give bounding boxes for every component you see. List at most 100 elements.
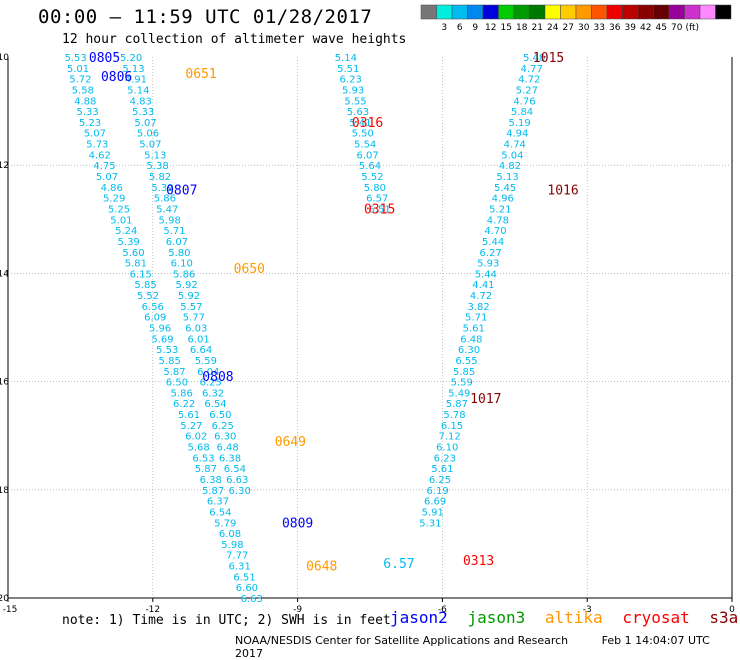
chart-title: 00:00 — 11:59 UTC 01/28/2017: [38, 6, 373, 28]
wave-height-label: 5.29: [103, 194, 125, 205]
wave-height-label: 5.78: [443, 410, 465, 421]
wave-height-label: 5.87: [446, 399, 468, 410]
wave-height-label: 6.19: [426, 486, 448, 497]
wave-height-label: 5.84: [511, 107, 533, 118]
wave-height-label: 5.79: [214, 518, 236, 529]
wave-height-label: 6.30: [229, 486, 251, 497]
wave-height-label: 5.72: [69, 75, 91, 86]
wave-height-label: 5.53: [156, 345, 178, 356]
time-label: 1015: [533, 51, 564, 66]
wave-height-label: 5.91: [422, 507, 444, 518]
y-tick-label: -12: [0, 161, 9, 171]
wave-height-label: 4.88: [74, 96, 96, 107]
wave-height-label: 4.77: [521, 64, 543, 75]
wave-height-label: 5.51: [337, 64, 359, 75]
wave-height-label: 5.07: [139, 140, 161, 151]
wave-height-label: 5.39: [151, 183, 173, 194]
wave-height-label: 5.80: [364, 183, 386, 194]
wave-height-label: 5.21: [489, 204, 511, 215]
wave-height-label: 5.81: [125, 259, 147, 270]
y-tick-label: -14: [0, 269, 9, 279]
wave-height-label: 6.38: [219, 453, 241, 464]
wave-height-label: 6.08: [219, 529, 241, 540]
wave-height-label: 5.23: [79, 118, 101, 129]
wave-height-label: 4.74: [504, 140, 526, 151]
wave-height-label: 5.61: [431, 464, 453, 475]
time-label: 0809: [282, 516, 313, 531]
wave-height-label: 5.87: [202, 486, 224, 497]
colorbar-swatch: [668, 4, 685, 20]
wave-height-label: 5.25: [108, 204, 130, 215]
wave-height-label: 5.59: [451, 378, 473, 389]
wave-height-label: 6.23: [340, 75, 362, 86]
wave-height-label: 4.72: [518, 75, 540, 86]
wave-height-label: 6.07: [356, 150, 378, 161]
wave-height-label: 6.60: [236, 583, 258, 594]
time-label: 0650: [234, 262, 265, 277]
wave-height-label: 6.25: [212, 421, 234, 432]
wave-height-label: 6.31: [229, 562, 251, 573]
wave-height-label: 5.71: [465, 313, 487, 324]
colorbar-swatch: [637, 4, 654, 20]
wave-height-label: 5.87: [195, 464, 217, 475]
wave-height-label: 3.82: [467, 302, 489, 313]
wave-height-label: 5.57: [180, 302, 202, 313]
wave-height-label: 5.27: [516, 85, 538, 96]
colorbar-label: (ft): [685, 23, 699, 33]
time-label: 0313: [463, 554, 494, 569]
colorbar-label: 3: [441, 23, 447, 33]
wave-height-label: 7.12: [439, 432, 461, 443]
wave-height-label: 5.82: [149, 172, 171, 183]
wave-height-label: 6.07: [166, 237, 188, 248]
colorbar-swatch: [436, 4, 453, 20]
wave-height-label: 5.69: [151, 334, 173, 345]
time-label: 1016: [547, 184, 578, 199]
wave-height-label: 5.07: [84, 129, 106, 140]
wave-height-label: 6.63: [241, 594, 263, 605]
colorbar-label: 42: [640, 23, 651, 33]
wave-height-label: 5.92: [178, 291, 200, 302]
legend-jason2: jason2: [390, 608, 448, 627]
time-label: 0316: [352, 116, 383, 131]
wave-height-label: 5.20: [120, 53, 142, 64]
wave-height-label: 5.92: [175, 280, 197, 291]
colorbar-label: 39: [625, 23, 637, 33]
wave-height-label: 4.75: [93, 161, 115, 172]
x-tick-label: -6: [438, 605, 447, 615]
wave-height-label: 6.56: [142, 302, 164, 313]
colorbar-swatch: [699, 4, 716, 20]
time-label: 0648: [306, 560, 337, 575]
x-tick-label: -15: [3, 605, 18, 615]
wave-height-label: 6.37: [207, 497, 229, 508]
colorbar-label: 70: [671, 23, 683, 33]
wave-height-label: 6.25: [200, 378, 222, 389]
wave-height-label: 4.94: [506, 129, 528, 140]
wave-height-label: 5.98: [221, 540, 243, 551]
wave-height-label: 5.85: [134, 280, 156, 291]
wave-height-label: 5.93: [342, 85, 364, 96]
wave-height-label: 6.69: [424, 497, 446, 508]
wave-height-label: 5.19: [508, 118, 530, 129]
colorbar-swatch: [482, 4, 499, 20]
wave-height-label: 5.55: [344, 96, 366, 107]
wave-height-label: 4.62: [89, 150, 111, 161]
wave-height-label: 5.59: [195, 356, 217, 367]
wave-height-label: 5.01: [67, 64, 89, 75]
wave-height-label: 5.98: [159, 215, 181, 226]
colorbar-swatch: [420, 4, 437, 20]
note-text: note: 1) Time is in UTC; 2) SWH is in fe…: [62, 613, 391, 628]
wave-height-label: 5.77: [183, 313, 205, 324]
wave-height-label: 5.14: [127, 85, 149, 96]
wave-height-label: 6.48: [216, 443, 238, 454]
wave-height-label: 6.25: [429, 475, 451, 486]
wave-height-label: 6.01: [188, 334, 210, 345]
wave-height-label: 5.64: [359, 161, 381, 172]
chart-subtitle: 12 hour collection of altimeter wave hei…: [62, 32, 407, 47]
colorbar-label: 36: [609, 23, 621, 33]
wave-height-label: 6.27: [480, 248, 502, 259]
wave-height-label: 5.63: [347, 107, 369, 118]
wave-height-label: 5.41: [349, 118, 371, 129]
wave-height-label: 5.01: [110, 215, 132, 226]
wave-height-label: 5.53: [64, 53, 86, 64]
